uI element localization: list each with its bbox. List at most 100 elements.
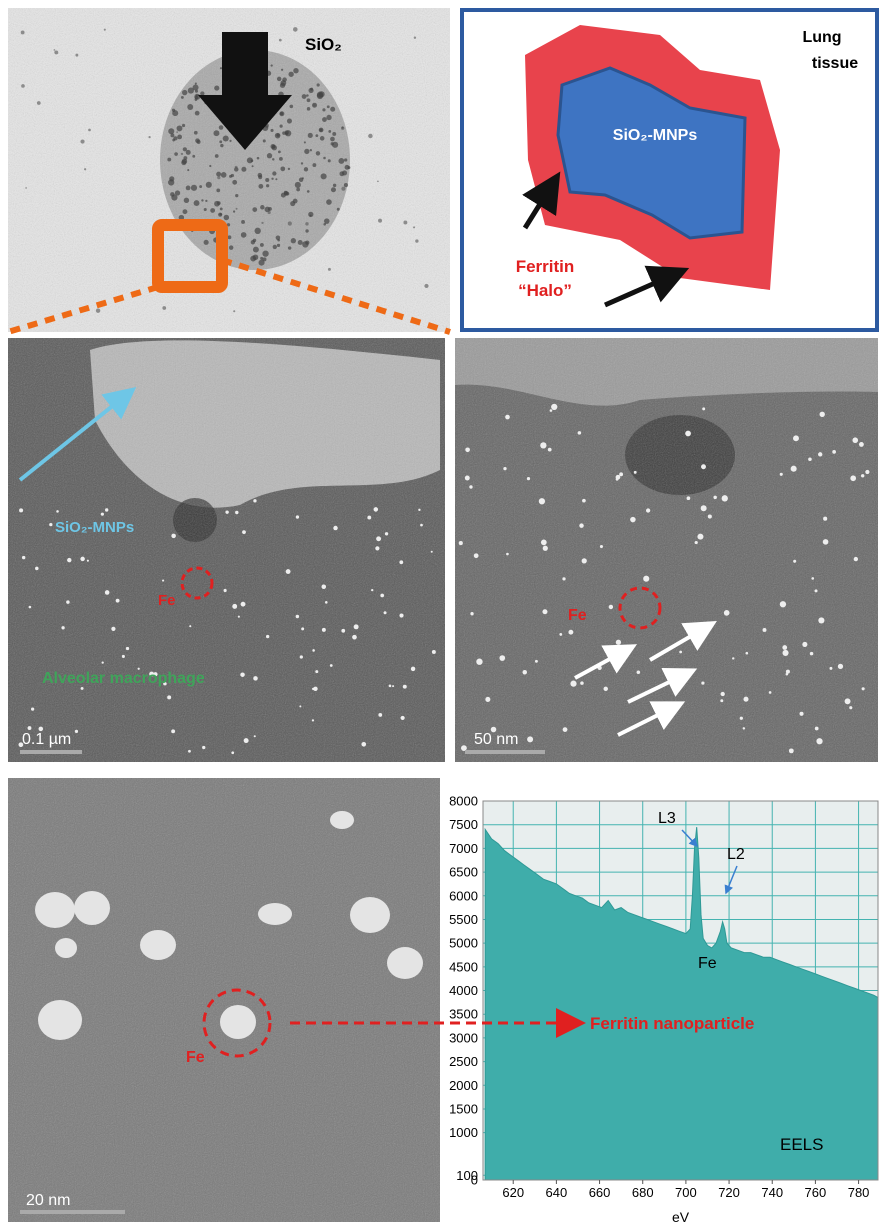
speck bbox=[261, 221, 264, 224]
speck bbox=[219, 207, 223, 211]
texture bbox=[455, 338, 878, 762]
particle bbox=[295, 614, 300, 619]
speck bbox=[168, 128, 175, 135]
particle bbox=[788, 748, 794, 754]
particle bbox=[38, 726, 44, 732]
particle bbox=[551, 403, 558, 411]
particle bbox=[301, 627, 305, 631]
speck bbox=[214, 85, 220, 91]
speck bbox=[315, 134, 319, 138]
particle bbox=[392, 685, 395, 688]
particle bbox=[526, 476, 531, 481]
annotation-arrow bbox=[724, 865, 738, 895]
speck bbox=[217, 176, 221, 180]
particle bbox=[568, 629, 574, 635]
scale-label: 0.1 µm bbox=[22, 731, 71, 748]
particle bbox=[645, 508, 651, 513]
particle bbox=[74, 729, 79, 733]
speck bbox=[323, 223, 326, 226]
particle bbox=[101, 661, 104, 664]
speck bbox=[341, 170, 348, 176]
particle bbox=[779, 601, 787, 608]
particle bbox=[865, 469, 870, 475]
particle bbox=[720, 691, 725, 697]
particle bbox=[235, 510, 239, 515]
speck bbox=[259, 242, 264, 247]
label: Fe bbox=[568, 607, 587, 624]
speck bbox=[326, 199, 332, 205]
speck bbox=[182, 209, 188, 215]
particle bbox=[745, 651, 749, 655]
particle bbox=[149, 671, 155, 677]
speck bbox=[209, 164, 212, 168]
speck bbox=[199, 185, 203, 189]
particle bbox=[140, 930, 176, 960]
speck bbox=[266, 153, 273, 159]
speck bbox=[226, 223, 231, 227]
particle bbox=[299, 705, 302, 708]
speck bbox=[318, 127, 324, 133]
speck bbox=[260, 256, 264, 260]
speck bbox=[216, 201, 221, 205]
annotation-arrow bbox=[681, 829, 699, 848]
speck bbox=[287, 221, 292, 226]
particle bbox=[850, 475, 857, 482]
speck bbox=[200, 91, 205, 96]
speck bbox=[36, 101, 41, 105]
particle bbox=[188, 749, 191, 753]
speck bbox=[276, 133, 280, 137]
speck bbox=[220, 143, 224, 148]
speck bbox=[267, 210, 271, 215]
speck bbox=[309, 149, 313, 152]
speck bbox=[319, 136, 325, 141]
particle bbox=[540, 442, 547, 449]
particle bbox=[615, 474, 621, 480]
speck bbox=[271, 145, 277, 151]
particle bbox=[485, 696, 491, 702]
speck bbox=[288, 71, 294, 77]
particle bbox=[295, 515, 300, 519]
speck bbox=[84, 168, 87, 171]
speck bbox=[280, 166, 286, 172]
speck bbox=[272, 244, 277, 250]
speck bbox=[326, 105, 330, 109]
particle bbox=[816, 738, 823, 745]
particle bbox=[400, 715, 405, 721]
particle bbox=[330, 811, 354, 829]
particle bbox=[819, 411, 825, 418]
x-axis-label: eV bbox=[672, 1209, 690, 1225]
particle bbox=[399, 560, 404, 565]
particle bbox=[643, 575, 650, 582]
speck bbox=[293, 27, 298, 32]
speck bbox=[88, 128, 91, 132]
label: tissue bbox=[812, 55, 858, 72]
speck bbox=[234, 165, 238, 169]
speck bbox=[187, 87, 194, 94]
x-tick-label: 700 bbox=[675, 1185, 697, 1200]
scale-bar bbox=[465, 750, 545, 754]
particle bbox=[721, 495, 728, 502]
particle bbox=[49, 522, 53, 527]
speck bbox=[170, 192, 175, 197]
particle bbox=[473, 553, 479, 559]
speck bbox=[301, 94, 307, 99]
label: Lung bbox=[802, 29, 841, 46]
speck bbox=[267, 206, 272, 211]
speck bbox=[326, 114, 332, 121]
speck bbox=[195, 94, 198, 97]
arrow bbox=[198, 32, 292, 150]
label: Fe bbox=[158, 592, 176, 609]
speck bbox=[252, 207, 258, 212]
particle bbox=[739, 716, 743, 720]
particle bbox=[171, 729, 176, 734]
speck bbox=[227, 235, 232, 240]
particle bbox=[420, 523, 423, 527]
particle bbox=[223, 588, 227, 593]
speck bbox=[290, 238, 296, 244]
label: SiO₂-MNPs bbox=[55, 519, 134, 536]
particle bbox=[325, 601, 328, 604]
speck bbox=[424, 283, 429, 289]
speck bbox=[233, 310, 236, 313]
speck bbox=[272, 158, 275, 161]
